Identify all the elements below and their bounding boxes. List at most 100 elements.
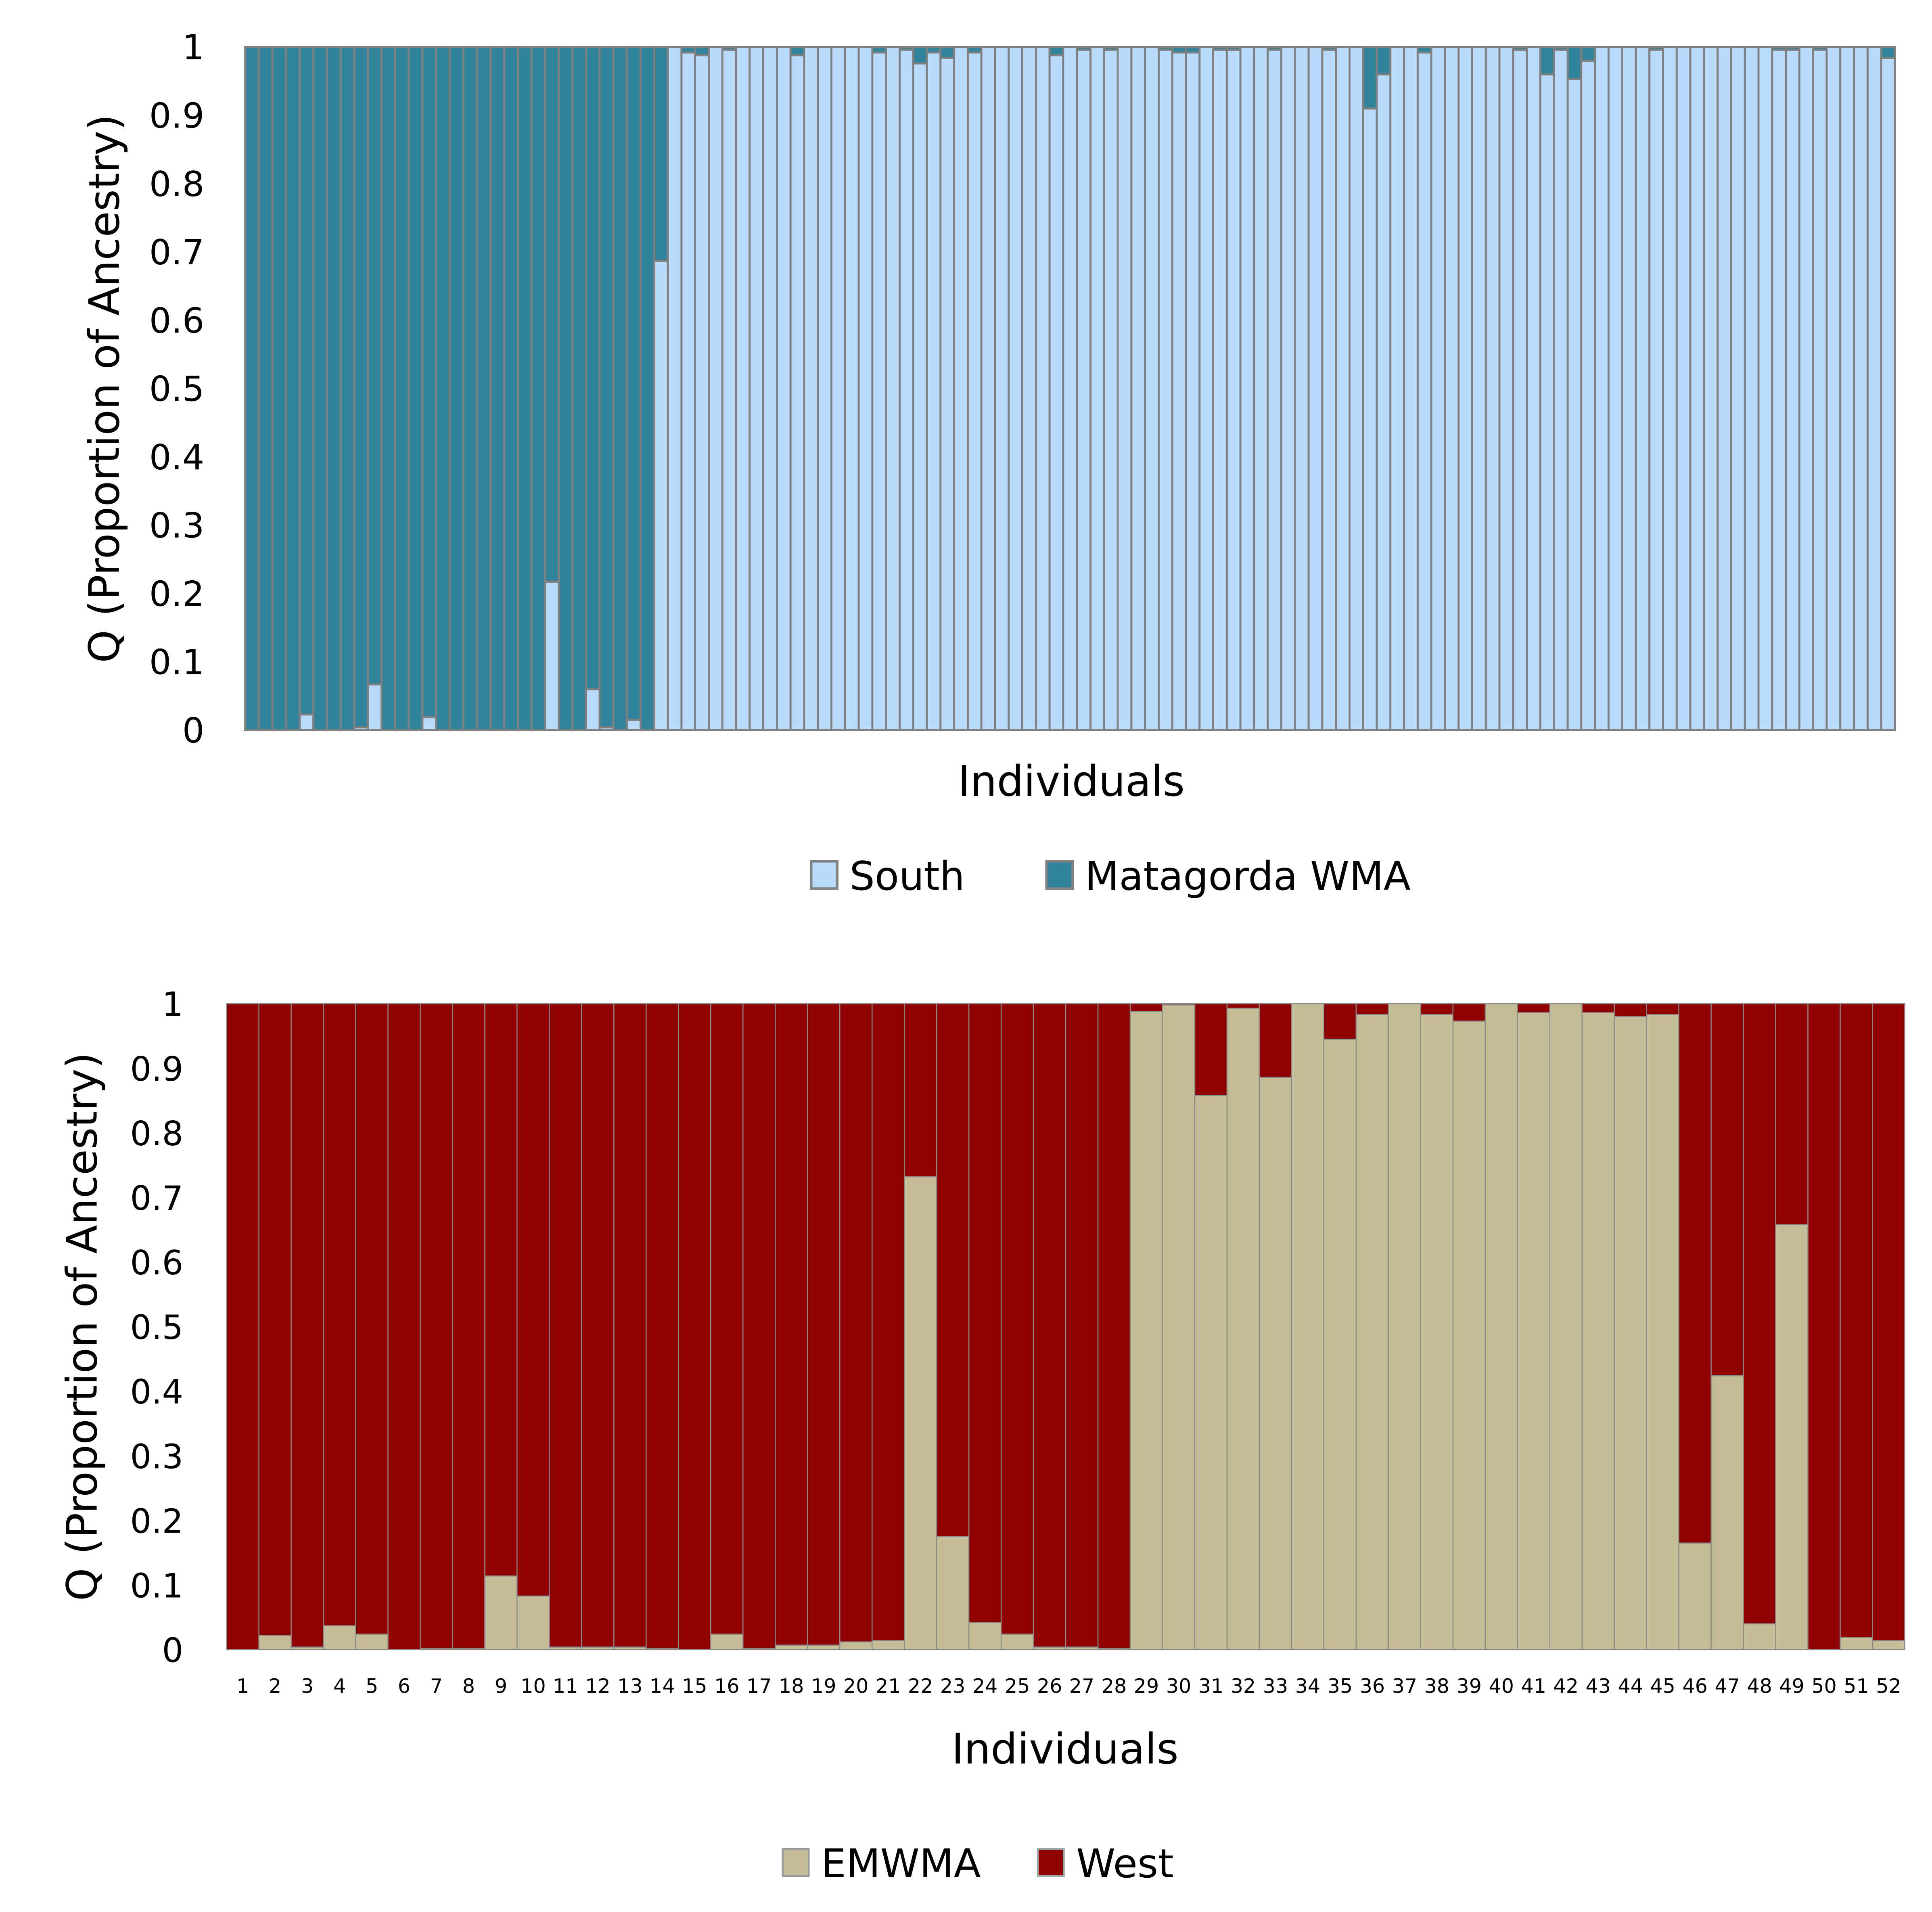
bar-matagorda-wma-23: [544, 46, 560, 583]
bar-matagorda-wma-50: [912, 46, 928, 65]
bar-matagorda-wma-26: [585, 46, 601, 690]
bar-south-64: [1103, 48, 1119, 731]
bar-south-76: [1267, 48, 1282, 731]
y-tick-label: 0.7: [130, 1179, 183, 1218]
bar-west-29: [1129, 1003, 1163, 1012]
bar-matagorda-wma-8: [339, 46, 355, 731]
bar-south-65: [1117, 46, 1133, 731]
x-tick-label: 20: [843, 1674, 868, 1698]
bar-emwma-9: [484, 1575, 518, 1651]
x-tick-label: 24: [972, 1674, 997, 1698]
bar-south-96: [1539, 73, 1555, 731]
bar-south-14: [421, 716, 437, 731]
bar-matagorda-wma-3: [271, 46, 287, 731]
bar-south-59: [1035, 46, 1051, 731]
bar-matagorda-wma-9: [353, 46, 369, 729]
bar-emwma-16: [710, 1634, 744, 1651]
x-tick-label: 45: [1650, 1674, 1675, 1698]
x-tick-label: 41: [1521, 1674, 1546, 1698]
bar-emwma-48: [1743, 1623, 1776, 1651]
bar-emwma-36: [1355, 1014, 1389, 1651]
x-tick-label: 23: [940, 1674, 965, 1698]
bar-matagorda-wma-16: [449, 46, 464, 731]
bar-matagorda-wma-21: [516, 46, 533, 731]
x-tick-label: 7: [430, 1674, 443, 1698]
x-tick-label: 19: [811, 1674, 836, 1698]
bar-west-48: [1743, 1003, 1776, 1625]
bar-emwma-34: [1291, 1003, 1325, 1651]
bar-south-115: [1798, 46, 1814, 731]
bar-matagorda-wma-60: [1048, 46, 1064, 56]
x-tick-label: 34: [1295, 1674, 1320, 1698]
bar-west-19: [807, 1003, 841, 1646]
bar-west-45: [1646, 1003, 1679, 1015]
bar-south-60: [1048, 54, 1064, 731]
x-tick-label: 3: [301, 1674, 314, 1698]
bar-west-43: [1581, 1003, 1615, 1013]
bar-south-70: [1185, 51, 1201, 731]
bar-matagorda-wma-7: [326, 46, 342, 731]
bar-south-47: [871, 51, 887, 731]
x-tick-label: 25: [1005, 1674, 1030, 1698]
bar-west-7: [420, 1003, 453, 1649]
x-tick-label: 28: [1102, 1674, 1127, 1698]
x-tick-label: 50: [1811, 1674, 1836, 1698]
y-axis-label: Q (Proportion of Ancestry): [57, 1052, 107, 1601]
y-tick-label: 0.3: [149, 506, 205, 546]
x-tick-label: 46: [1682, 1674, 1707, 1698]
x-tick-label: 9: [495, 1674, 507, 1698]
y-tick-label: 0.2: [130, 1502, 183, 1541]
bar-matagorda-wma-22: [530, 46, 546, 731]
bar-emwma-30: [1162, 1004, 1196, 1651]
bar-emwma-44: [1614, 1016, 1647, 1651]
bar-emwma-42: [1549, 1003, 1583, 1651]
bar-south-92: [1485, 46, 1501, 731]
bar-matagorda-wma-98: [1566, 46, 1583, 80]
bar-south-95: [1526, 46, 1541, 731]
legend: South Matagorda WMA: [810, 853, 1411, 900]
bar-west-6: [387, 1003, 421, 1651]
bar-south-36: [721, 48, 737, 731]
bar-south-45: [844, 46, 860, 731]
x-tick-label: 51: [1844, 1674, 1869, 1698]
x-tick-label: 44: [1618, 1674, 1643, 1698]
bar-south-80: [1321, 48, 1337, 731]
top-structure-chart: 0 0.1 0.2 0.3 0.4 0.5 0.6 0.7 0.8 0.9 1 Q (Proport…: [80, 27, 1896, 900]
bar-matagorda-wma-84: [1376, 46, 1392, 75]
bar-south-53: [953, 46, 969, 731]
bar-matagorda-wma-13: [408, 46, 424, 731]
bar-west-14: [646, 1003, 679, 1649]
bar-south-99: [1580, 59, 1596, 731]
bar-west-36: [1355, 1003, 1389, 1015]
bar-south-61: [1062, 46, 1078, 731]
bar-west-18: [775, 1003, 808, 1646]
legend-label-south: South: [849, 853, 964, 900]
x-tick-label: 15: [682, 1674, 707, 1698]
bar-west-46: [1678, 1003, 1712, 1544]
bar-west-3: [291, 1003, 324, 1648]
bar-west-9: [484, 1003, 518, 1577]
x-tick-label: 49: [1779, 1674, 1804, 1698]
bar-matagorda-wma-34: [694, 46, 710, 56]
bar-emwma-32: [1226, 1008, 1260, 1651]
bar-matagorda-wma-10: [367, 46, 383, 686]
bar-south-66: [1130, 46, 1146, 731]
bar-west-27: [1065, 1003, 1099, 1648]
bar-south-78: [1294, 46, 1310, 731]
bar-emwma-38: [1420, 1014, 1454, 1651]
bar-south-90: [1457, 46, 1473, 731]
x-tick-label: 8: [462, 1674, 475, 1698]
x-tick-label: 32: [1231, 1674, 1256, 1698]
x-axis-label: Individuals: [958, 757, 1185, 806]
x-tick-label: 29: [1134, 1674, 1159, 1698]
legend-label-west: West: [1076, 1841, 1173, 1887]
x-tick-label: 17: [746, 1674, 772, 1698]
y-tick-labels: 0 0.1 0.2 0.3 0.4 0.5 0.6 0.7 0.8 0.9 1: [130, 985, 183, 1670]
bar-west-44: [1614, 1003, 1647, 1017]
bar-south-77: [1280, 46, 1296, 731]
bar-south-63: [1089, 46, 1105, 731]
x-tick-label: 12: [585, 1674, 610, 1698]
bar-south-119: [1853, 46, 1869, 731]
y-tick-label: 0: [162, 1631, 184, 1670]
x-tick-label: 43: [1585, 1674, 1610, 1698]
